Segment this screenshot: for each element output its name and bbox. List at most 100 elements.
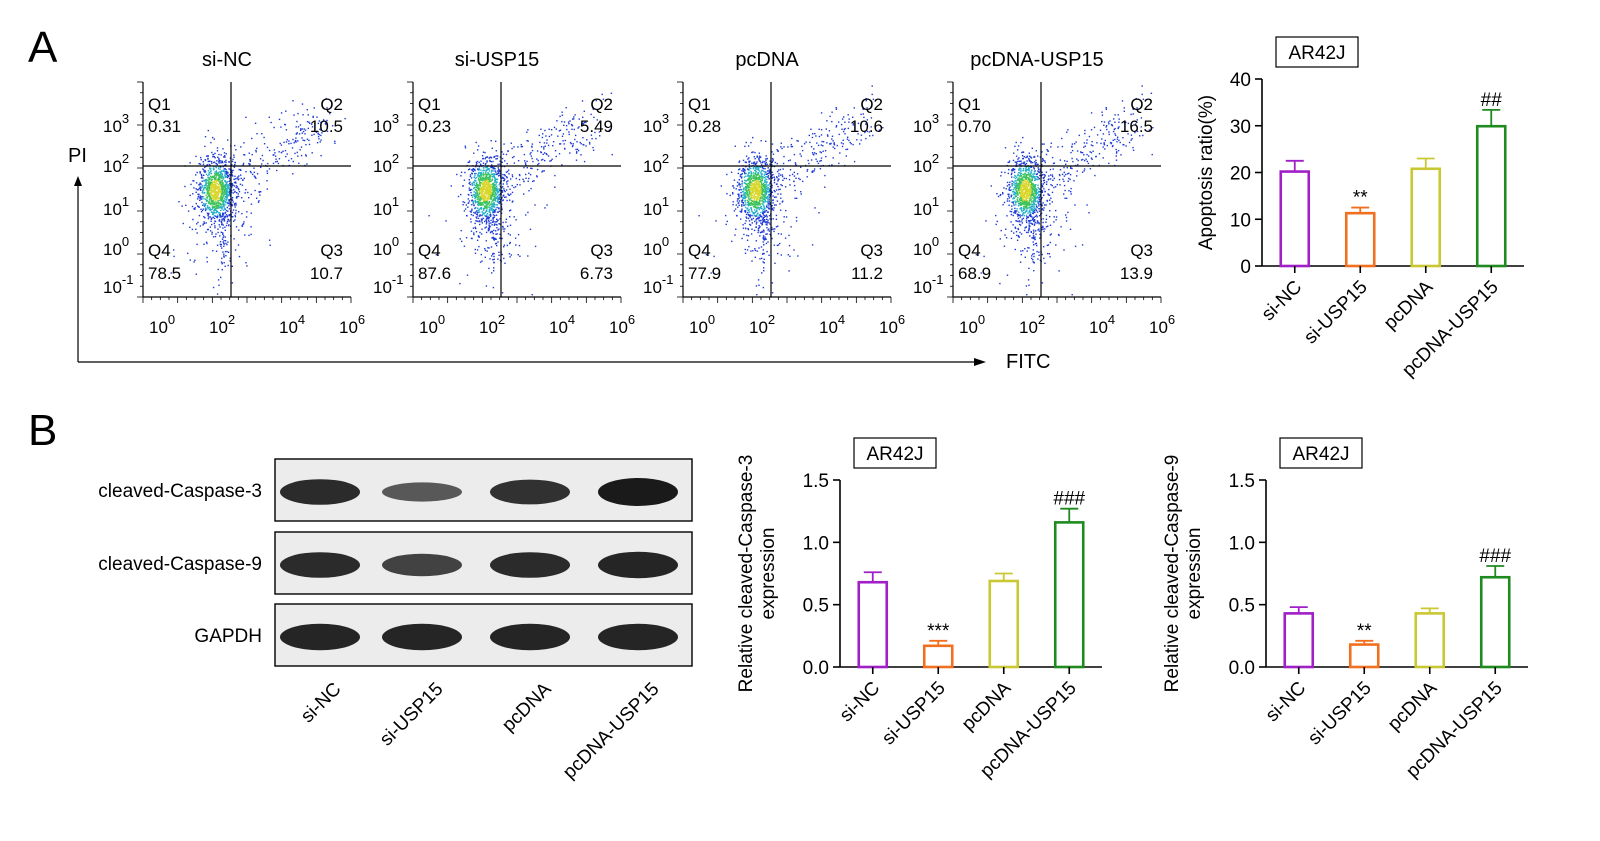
flow-event-dot: [286, 139, 288, 141]
flow-event-dot: [504, 196, 506, 198]
flow-event-dot: [223, 262, 225, 264]
flow-event-dot: [755, 175, 757, 178]
flow-event-dot: [488, 208, 490, 211]
flow-event-dot: [295, 141, 297, 143]
flow-event-dot: [485, 176, 487, 178]
flow-event-dot: [739, 186, 741, 188]
flow-event-dot: [248, 152, 250, 154]
flow-event-dot: [459, 238, 461, 240]
flow-event-dot: [485, 210, 488, 212]
flow-event-dot: [480, 186, 482, 189]
flow-event-dot: [554, 150, 557, 152]
flow-event-dot: [208, 187, 211, 189]
flow-event-dot: [493, 202, 495, 204]
flow-event-dot: [214, 176, 216, 179]
flow-event-dot: [758, 220, 760, 222]
flow-event-dot: [759, 175, 761, 177]
flow-event-dot: [1000, 175, 1002, 177]
flow-event-dot: [492, 209, 494, 212]
flow-event-dot: [766, 178, 768, 181]
flow-event-dot: [866, 119, 868, 121]
flow-event-dot: [224, 250, 227, 253]
flow-event-dot: [789, 169, 792, 171]
flow-event-dot: [740, 173, 743, 176]
flow-event-dot: [217, 279, 220, 281]
flow-event-dot: [182, 222, 184, 225]
flow-event-dot: [477, 197, 479, 199]
flow-event-dot: [799, 178, 801, 181]
flow-event-dot: [325, 97, 327, 100]
flow-event-dot: [528, 172, 530, 174]
flow-event-dot: [720, 185, 722, 187]
flow-event-dot: [207, 217, 210, 220]
flow-event-dot: [218, 171, 221, 173]
flow-event-dot: [488, 190, 490, 193]
flow-event-dot: [211, 205, 214, 207]
flow-event-dot: [750, 250, 752, 252]
flow-event-dot: [593, 116, 595, 119]
flow-event-dot: [199, 163, 202, 165]
flow-event-dot: [752, 190, 754, 192]
flow-event-dot: [472, 181, 475, 183]
flow-event-dot: [288, 143, 290, 145]
flow-event-dot: [229, 188, 231, 190]
flow-event-dot: [219, 212, 221, 214]
flow-event-dot: [758, 180, 761, 183]
flow-event-dot: [742, 196, 745, 199]
flow-event-dot: [765, 238, 767, 240]
flow-event-dot: [209, 187, 212, 189]
flow-event-dot: [764, 168, 766, 170]
flow-event-dot: [529, 153, 531, 155]
flow-event-dot: [747, 217, 750, 220]
flow-event-dot: [753, 183, 756, 185]
flow-event-dot: [477, 215, 479, 217]
flow-event-dot: [554, 174, 556, 177]
flow-event-dot: [225, 182, 227, 184]
flow-event-dot: [242, 164, 244, 166]
flow-event-dot: [756, 190, 758, 193]
flow-event-dot: [747, 227, 749, 230]
flow-event-dot: [214, 206, 216, 208]
flow-event-dot: [771, 237, 773, 240]
flow-event-dot: [256, 173, 259, 175]
flow-event-dot: [1014, 177, 1017, 180]
flow-event-dot: [529, 228, 532, 230]
flow-event-dot: [1028, 267, 1030, 270]
flow-event-dot: [744, 161, 746, 163]
flow-event-dot: [215, 188, 217, 191]
flow-event-dot: [763, 196, 766, 199]
flow-event-dot: [741, 185, 743, 187]
flow-event-dot: [1031, 204, 1033, 206]
flow-event-dot: [223, 218, 225, 221]
flow-event-dot: [231, 198, 233, 200]
flow-event-dot: [755, 162, 757, 165]
flow-event-dot: [849, 141, 851, 144]
flow-event-dot: [497, 175, 500, 177]
flow-event-dot: [497, 167, 499, 169]
flow-event-dot: [777, 225, 779, 227]
flow-event-dot: [865, 123, 867, 125]
flow-event-dot: [1076, 150, 1079, 152]
flow-event-dot: [503, 174, 506, 176]
flow-event-dot: [761, 187, 763, 190]
flow-event-dot: [999, 238, 1001, 240]
flow-event-dot: [486, 175, 488, 178]
flow-event-dot: [492, 205, 494, 207]
flow-event-dot: [767, 186, 769, 189]
flow-event-dot: [540, 128, 542, 130]
flow-event-dot: [751, 188, 753, 190]
flow-event-dot: [489, 175, 491, 177]
flow-event-dot: [556, 120, 558, 122]
flow-event-dot: [483, 191, 485, 193]
flow-event-dot: [496, 224, 498, 226]
flow-event-dot: [496, 197, 498, 199]
flow-event-dot: [509, 216, 511, 218]
flow-event-dot: [525, 214, 527, 216]
flow-event-dot: [758, 247, 760, 249]
flow-event-dot: [210, 181, 213, 184]
flow-event-dot: [767, 198, 769, 200]
flow-event-dot: [463, 210, 466, 212]
flow-event-dot: [771, 187, 773, 189]
flow-event-dot: [1086, 204, 1088, 206]
flow-event-dot: [478, 209, 480, 211]
